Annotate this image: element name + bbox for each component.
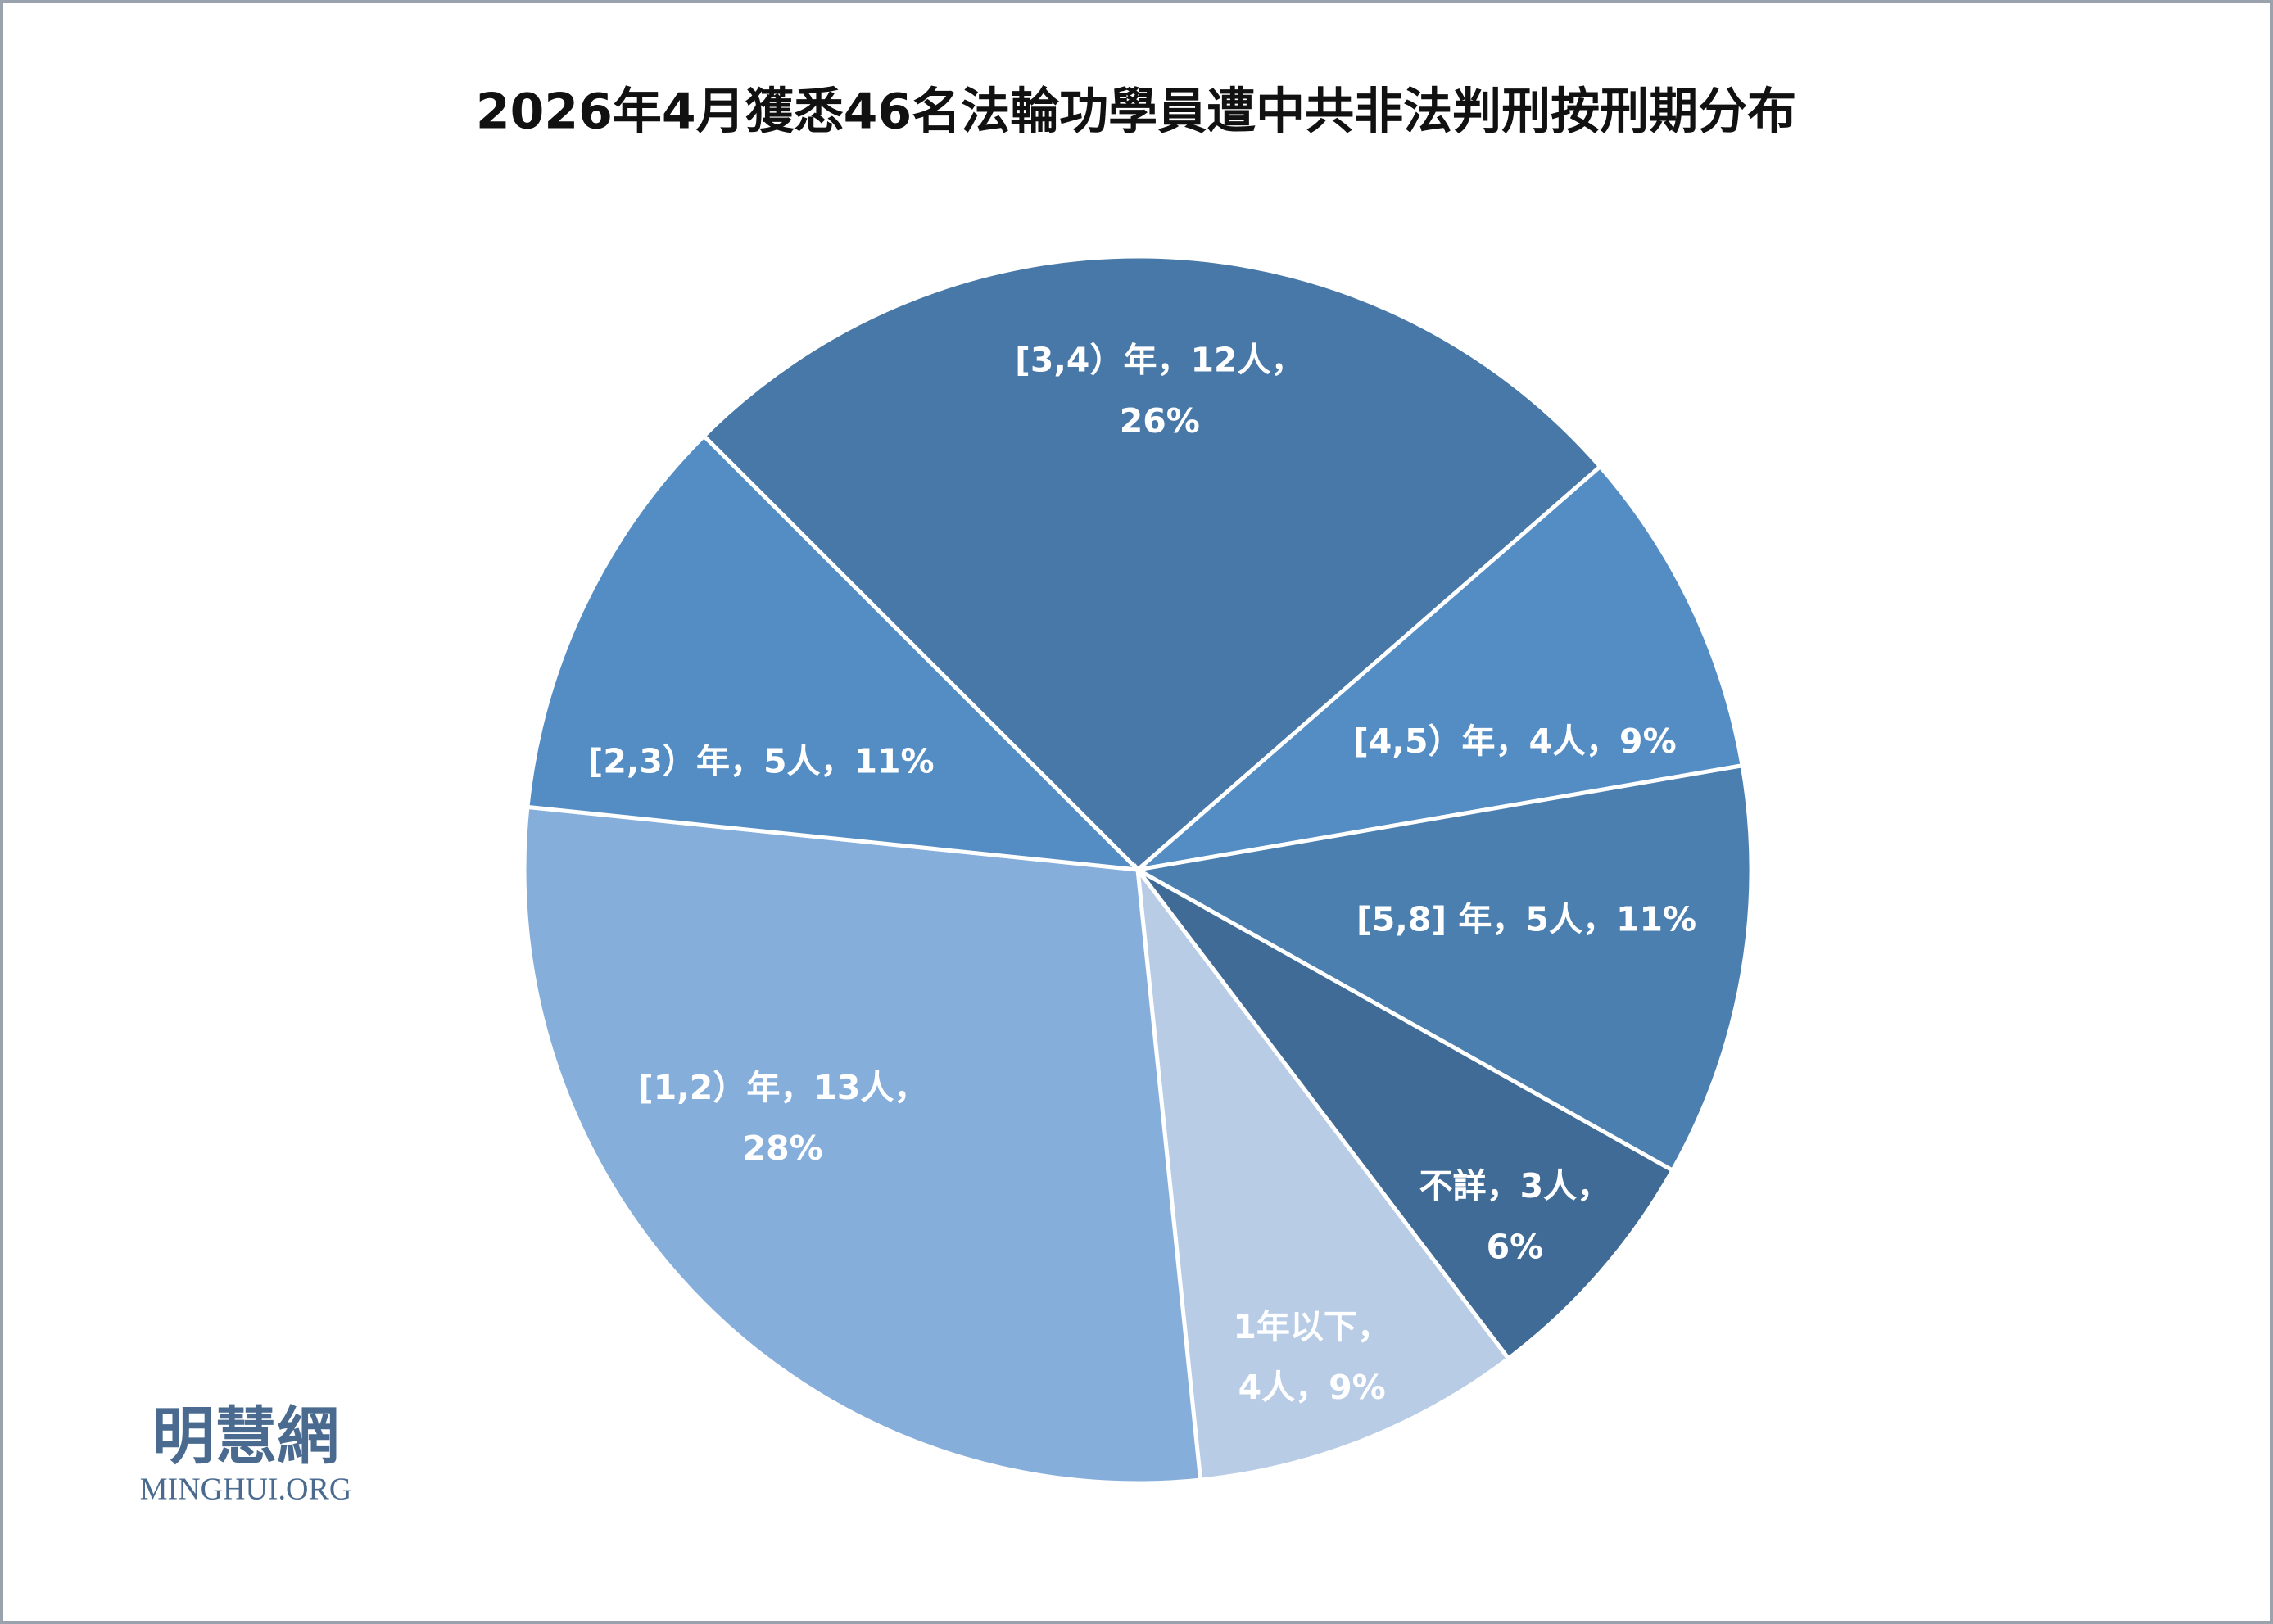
- pie-slice: [522, 804, 1203, 1486]
- pie-slice: [525, 432, 1143, 873]
- data-label: 28%: [743, 1129, 823, 1168]
- watermark-logo: 明慧網: [152, 1400, 339, 1472]
- data-label: 不詳，3人，: [1419, 1166, 1611, 1206]
- pie-slice: [1131, 762, 1754, 1174]
- data-label: [5,8] 年，5人，11%: [1356, 900, 1696, 939]
- data-label: [1,2）年，13人，: [638, 1068, 927, 1107]
- pie-slice: [1134, 862, 1512, 1482]
- data-labels: [3,4）年，12人， 26% [4,5）年，4人，9% [5,8] 年，5人，11%…: [588, 340, 1696, 1407]
- pie-slice: [1130, 464, 1745, 873]
- chart-title: 2026年4月獲悉46名法輪功學員遭中共非法判刑按刑期分布: [476, 84, 1796, 141]
- data-label: 1年以下，: [1233, 1307, 1391, 1346]
- data-label: 4人，9%: [1238, 1368, 1386, 1407]
- pie-slice: [1136, 867, 1676, 1362]
- data-label: [2,3）年，5人，11%: [588, 742, 935, 781]
- data-label: [3,4）年，12人，: [1015, 340, 1304, 379]
- pie: [522, 254, 1754, 1486]
- data-label: 26%: [1120, 401, 1200, 441]
- pie-slice: [700, 254, 1604, 873]
- data-label: 6%: [1487, 1228, 1544, 1267]
- watermark-url: MINGHUI.ORG: [140, 1472, 352, 1507]
- data-label: [4,5）年，4人，9%: [1353, 722, 1677, 761]
